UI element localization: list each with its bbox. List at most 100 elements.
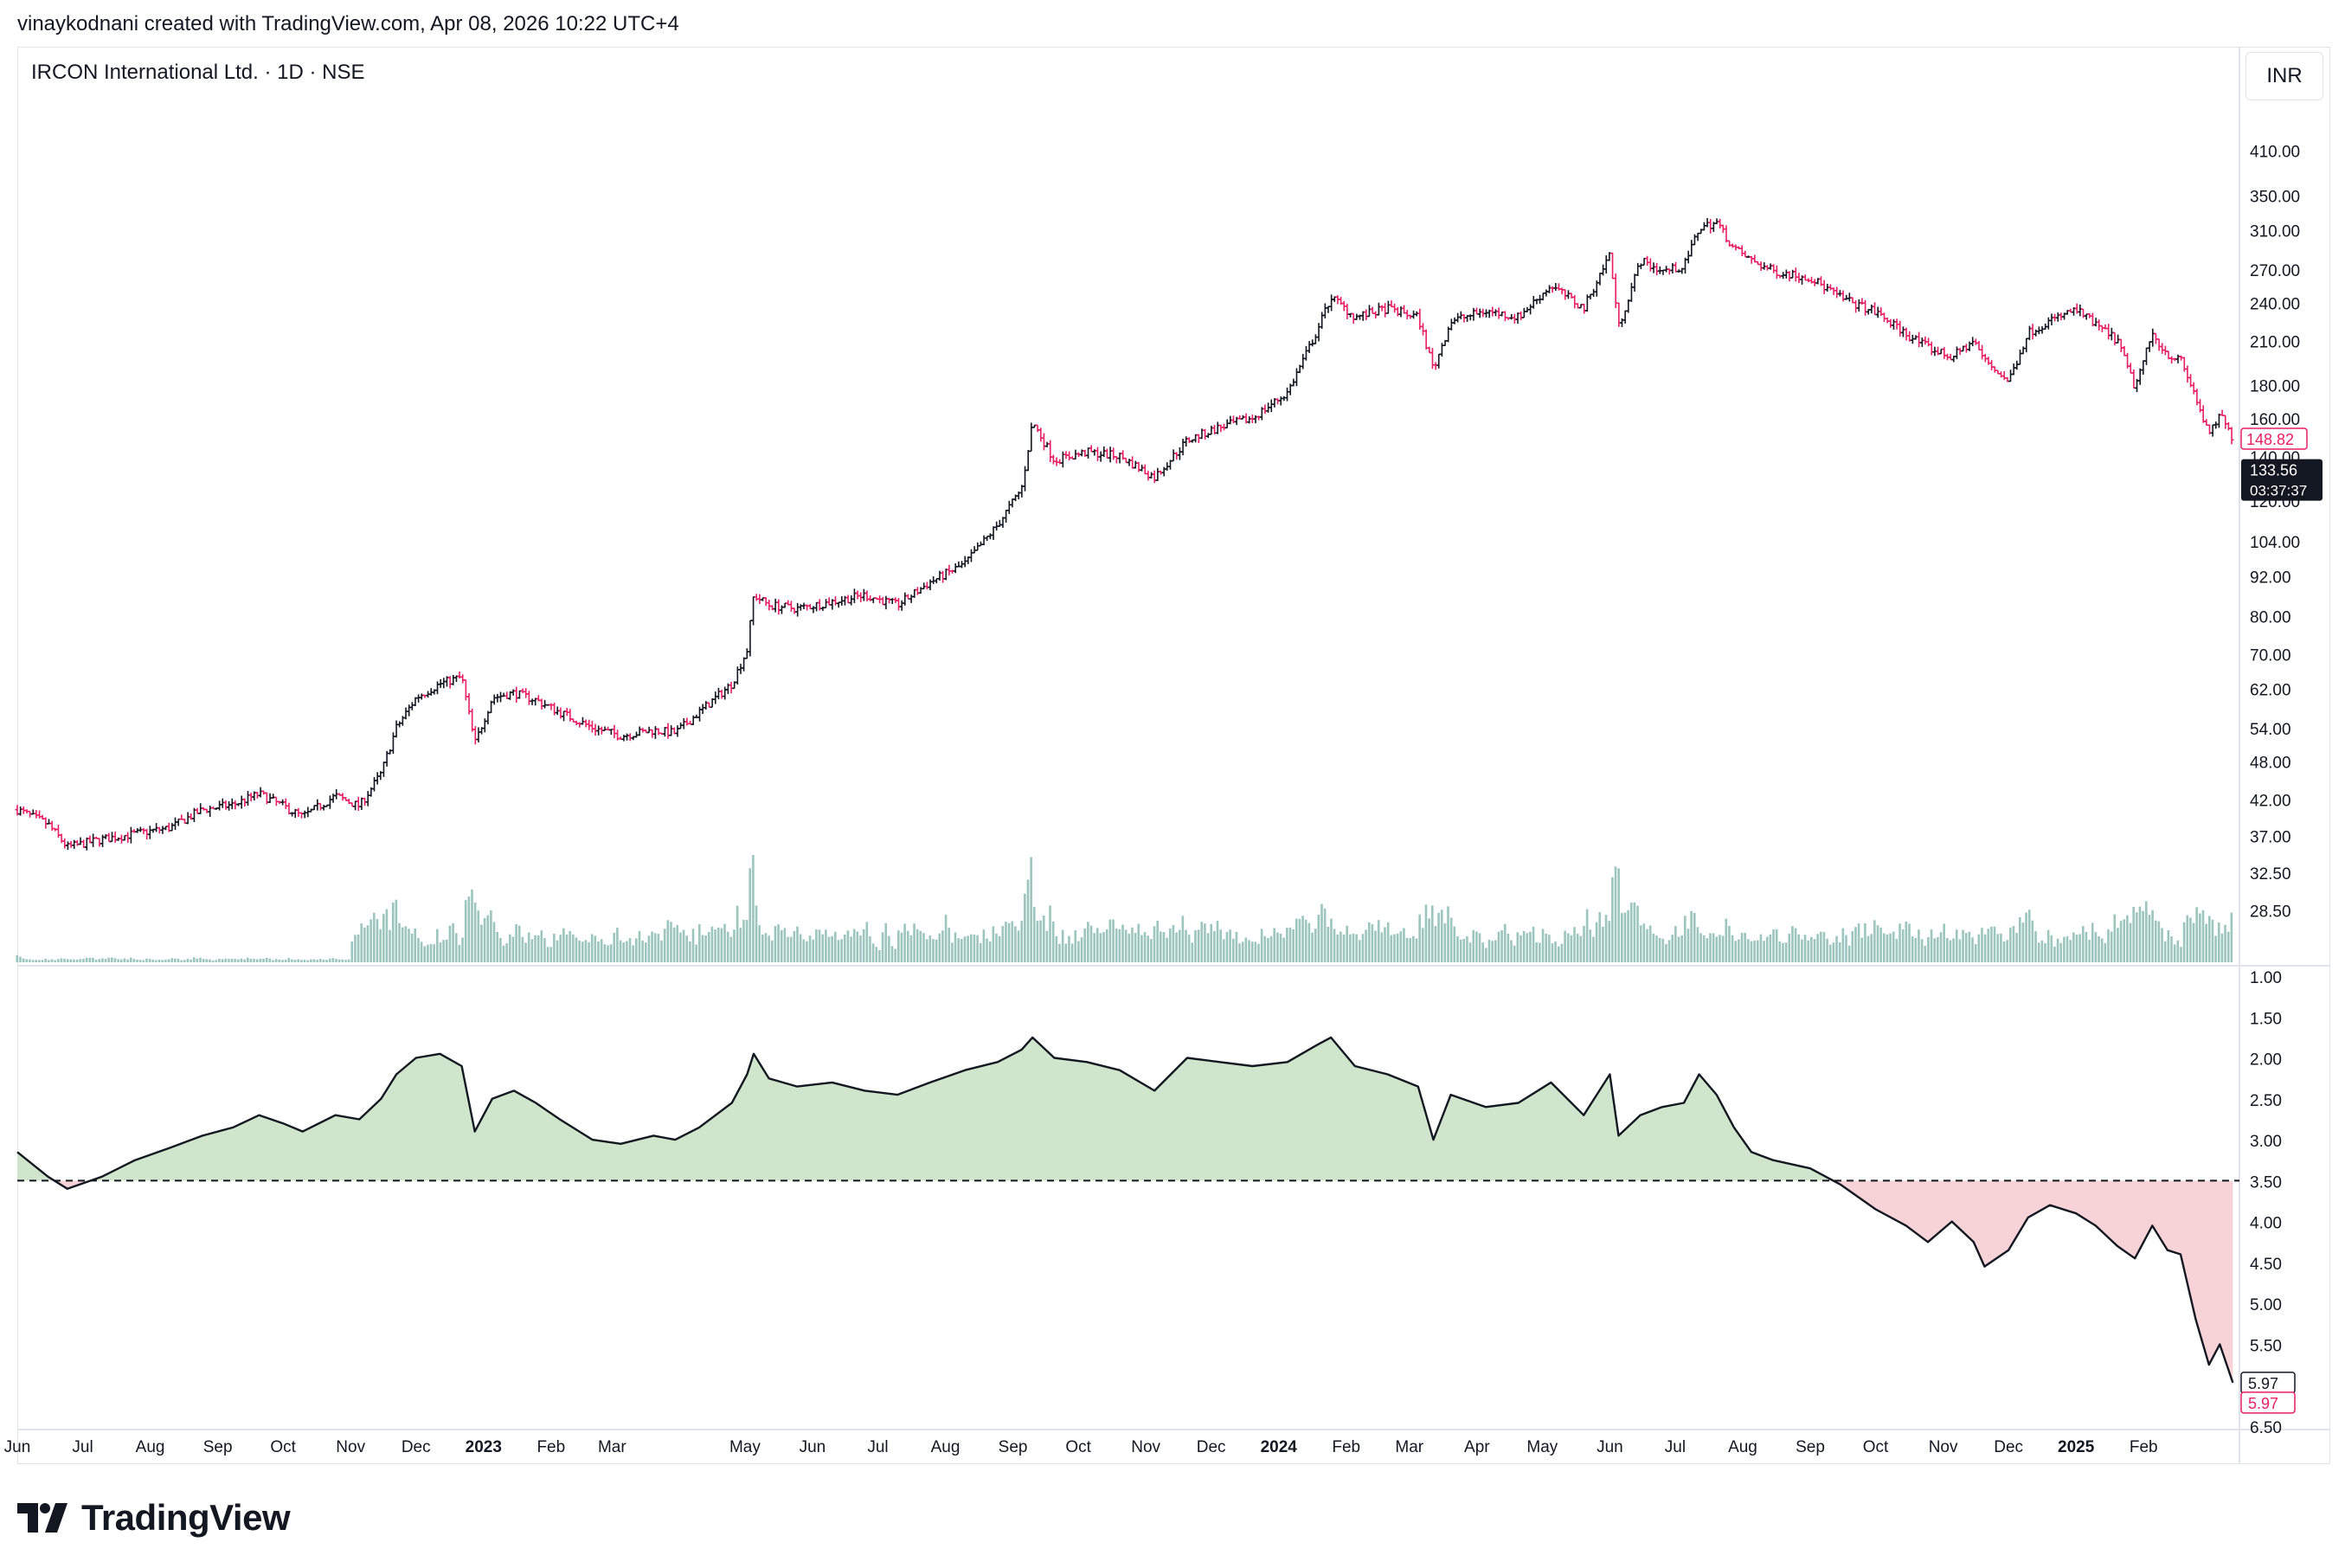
volume-bar-2023-12-08 xyxy=(1225,931,1229,962)
volume-bar-2024-02-14 xyxy=(1374,930,1377,962)
volume-bar-2024-03-15 xyxy=(1440,909,1443,962)
volume-bar-2024-11-01 xyxy=(1943,923,1945,962)
volume-bar-2023-02-15 xyxy=(581,941,584,962)
ratio-tick-label-7: 4.50 xyxy=(2250,1256,2282,1274)
volume-bar-2023-12-15 xyxy=(1241,941,1244,962)
brand-footer[interactable]: TradingView xyxy=(17,1497,291,1539)
volume-bar-2022-11-20 xyxy=(391,902,395,962)
volume-bar-2024-11-02 xyxy=(1946,937,1949,962)
volume-bar-2024-03-18 xyxy=(1447,906,1449,962)
price-tick-label-2: 310.00 xyxy=(2250,222,2300,241)
volume-bar-2023-09-05 xyxy=(1020,921,1023,962)
volume-bar-2023-10-31 xyxy=(1143,932,1147,962)
volume-bar-2023-02-22 xyxy=(597,941,600,962)
chart-frame xyxy=(17,47,2330,1464)
volume-bar-2023-06-13 xyxy=(837,940,840,962)
volume-bar-2023-12-28 xyxy=(1269,935,1273,962)
volume-bar-2024-12-16 xyxy=(2040,940,2044,962)
volume-bar-2024-12-29 xyxy=(2069,940,2072,962)
time-tick-label-30: 2025 xyxy=(2058,1438,2095,1456)
volume-bar-2022-08-12 xyxy=(174,958,177,962)
ratio-tick-label-4: 3.00 xyxy=(2250,1133,2282,1151)
volume-bar-2023-04-20 xyxy=(720,928,723,962)
ratio-tick-label-2: 2.00 xyxy=(2250,1051,2282,1070)
volume-bar-2024-12-09 xyxy=(2025,912,2027,962)
volume-bar-2024-04-19 xyxy=(1516,932,1519,962)
volume-bar-2025-01-28 xyxy=(2136,912,2138,962)
volume-bar-2025-03-07 xyxy=(2217,922,2220,962)
volume-bar-2025-01-04 xyxy=(2081,926,2085,962)
time-tick-label-17: Dec xyxy=(1197,1438,1226,1456)
volume-bar-2023-02-09 xyxy=(569,931,571,962)
volume-bar-2023-07-13 xyxy=(903,923,906,962)
volume-bar-2023-03-18 xyxy=(647,935,651,962)
volume-bar-2024-09-11 xyxy=(1832,942,1835,962)
volume-bar-2022-06-28 xyxy=(75,959,79,962)
volume-bar-2024-09-21 xyxy=(1854,927,1857,962)
volume-bar-2024-06-25 xyxy=(1661,938,1665,962)
volume-bar-2024-08-02 xyxy=(1744,932,1746,962)
volume-bar-2024-07-24 xyxy=(1725,918,1728,962)
volume-bar-2024-07-27 xyxy=(1731,935,1734,962)
volume-bar-2023-12-21 xyxy=(1254,941,1257,962)
volume-bar-2023-10-02 xyxy=(1080,937,1083,962)
volume-bar-2023-05-10 xyxy=(764,933,768,962)
volume-bar-2022-06-06 xyxy=(29,959,31,962)
volume-bar-2022-09-07 xyxy=(230,959,234,962)
volume-bar-2023-03-07 xyxy=(626,941,628,962)
volume-bar-2022-06-16 xyxy=(50,959,54,962)
volume-bar-2024-09-10 xyxy=(1828,944,1832,962)
currency-button[interactable]: INR xyxy=(2245,52,2323,100)
volume-bar-2023-08-28 xyxy=(1005,922,1007,962)
volume-bar-2023-06-10 xyxy=(831,935,833,962)
volume-bar-2023-12-12 xyxy=(1235,931,1238,962)
volume-bar-2022-12-10 xyxy=(436,929,439,962)
volume-bar-2024-11-05 xyxy=(1952,938,1955,962)
volume-bar-2024-04-02 xyxy=(1478,933,1481,962)
volume-bar-2024-07-21 xyxy=(1719,935,1721,962)
volume-bar-2024-11-24 xyxy=(1993,926,1996,962)
volume-bar-2023-03-09 xyxy=(628,938,632,962)
volume-bar-2023-12-24 xyxy=(1260,929,1263,962)
volume-bar-2023-06-23 xyxy=(859,935,862,962)
volume-bar-2025-01-20 xyxy=(2117,928,2119,962)
volume-bar-2024-06-05 xyxy=(1617,868,1620,962)
volume-bar-2024-02-24 xyxy=(1396,933,1399,962)
volume-bar-2022-06-14 xyxy=(44,959,47,962)
volume-bar-2022-08-15 xyxy=(180,960,183,962)
volume-bar-2024-08-28 xyxy=(1801,939,1803,962)
volume-bar-2024-08-09 xyxy=(1759,934,1763,962)
volume-bar-2023-02-25 xyxy=(603,944,607,962)
volume-bar-2022-08-09 xyxy=(167,959,170,962)
volume-bar-2023-04-01 xyxy=(679,932,682,962)
volume-bar-2024-11-16 xyxy=(1974,944,1977,962)
volume-bar-2022-10-22 xyxy=(328,958,331,962)
volume-bar-2024-06-19 xyxy=(1648,925,1652,962)
volume-bar-2023-09-09 xyxy=(1030,857,1032,962)
volume-bar-2022-08-02 xyxy=(151,959,155,962)
volume-bar-2025-02-28 xyxy=(2201,909,2205,962)
volume-bar-2024-11-20 xyxy=(1983,934,1987,962)
symbol-title[interactable]: IRCON International Ltd. · 1D · NSE xyxy=(31,61,365,84)
volume-bar-2023-12-11 xyxy=(1231,938,1235,962)
volume-bar-2023-04-24 xyxy=(729,936,733,962)
volume-bar-2023-08-14 xyxy=(973,935,976,962)
volume-bar-2023-08-27 xyxy=(1001,926,1005,962)
volume-bar-2025-01-26 xyxy=(2129,922,2132,962)
volume-bar-2022-10-18 xyxy=(318,959,322,962)
volume-bar-2024-06-16 xyxy=(1642,923,1646,962)
volume-bar-2022-06-08 xyxy=(31,960,35,962)
volume-bar-2023-03-13 xyxy=(638,930,641,962)
time-tick-label-21: Apr xyxy=(1464,1438,1490,1456)
volume-bar-2024-06-18 xyxy=(1646,929,1648,962)
volume-bar-2023-01-01 xyxy=(483,917,486,962)
volume-bar-2025-03-01 xyxy=(2205,923,2207,962)
volume-bar-2023-09-15 xyxy=(1042,915,1045,962)
volume-bar-2023-04-17 xyxy=(714,929,716,962)
volume-bar-2023-10-15 xyxy=(1108,919,1112,962)
volume-bar-2023-06-26 xyxy=(865,922,869,962)
volume-bar-2022-07-07 xyxy=(94,959,98,962)
volume-bar-2024-12-13 xyxy=(2034,931,2037,962)
volume-bar-2023-10-20 xyxy=(1118,929,1121,962)
